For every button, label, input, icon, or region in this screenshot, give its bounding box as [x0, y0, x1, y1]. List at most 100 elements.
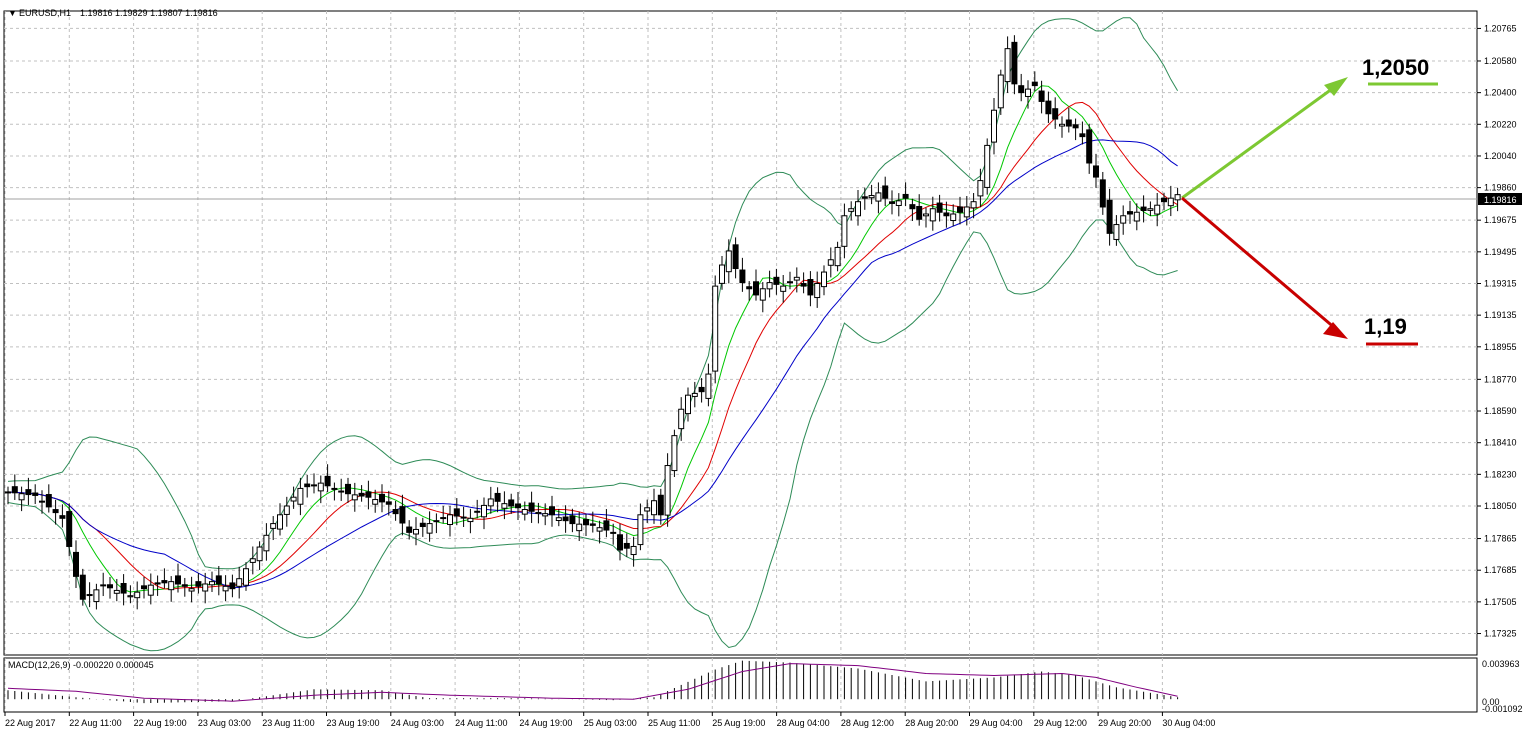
candle-body [528, 502, 535, 512]
candle-body [1174, 194, 1181, 201]
price-tick-label: 1.18955 [1484, 342, 1517, 352]
up-target-label: 1,2050 [1362, 55, 1429, 80]
candle-body [413, 528, 419, 535]
candle-body [1099, 179, 1106, 208]
candle-body [263, 534, 270, 552]
candle-body [909, 204, 916, 210]
candle-body [868, 195, 875, 199]
candle-body [623, 542, 630, 549]
candle-body [664, 465, 671, 516]
candle-body [385, 501, 392, 505]
candle-body [18, 493, 25, 501]
candle-body [977, 180, 984, 197]
time-tick-label: 25 Aug 19:00 [712, 718, 765, 728]
chart-header-arrow[interactable]: ▼ [8, 8, 17, 18]
candle-body [848, 208, 855, 212]
candle-body [916, 205, 923, 220]
candle-body [671, 435, 678, 472]
candle-body [637, 514, 644, 546]
candle-body [1093, 165, 1099, 178]
candle-body [161, 580, 168, 584]
candle-body [963, 206, 970, 218]
time-tick-label: 22 Aug 11:00 [69, 718, 121, 728]
time-tick-label: 28 Aug 12:00 [841, 718, 894, 728]
time-tick-label: 25 Aug 11:00 [648, 718, 700, 728]
candle-body [1161, 197, 1167, 203]
candle-body [1004, 48, 1011, 83]
price-tick-label: 1.18050 [1484, 501, 1517, 511]
candle-body [59, 515, 66, 519]
price-tick-label: 1.20220 [1484, 119, 1517, 129]
candle-body [351, 494, 358, 501]
candle-body [127, 595, 134, 598]
candle-body [215, 575, 222, 585]
candlesticks [5, 35, 1181, 610]
time-tick-label: 29 Aug 20:00 [1098, 718, 1151, 728]
candle-body [555, 517, 562, 522]
macd-signal-line [7, 663, 1178, 702]
candle-body [814, 282, 821, 299]
candle-body [1045, 100, 1052, 115]
candle-body [460, 516, 467, 519]
candle-body [746, 286, 753, 290]
price-tick-label: 1.20765 [1484, 23, 1517, 33]
candle-body [392, 509, 399, 515]
price-tick-label: 1.20580 [1484, 56, 1517, 66]
price-tick-label: 1.17865 [1484, 534, 1517, 544]
candle-body [358, 492, 365, 497]
candle-body [1079, 133, 1086, 138]
time-tick-label: 22 Aug 2017 [5, 718, 56, 728]
price-tick-label: 1.17685 [1484, 565, 1517, 575]
candle-body [447, 514, 453, 526]
time-tick-label: 24 Aug 11:00 [455, 718, 507, 728]
candle-body [209, 581, 215, 586]
time-tick-label: 25 Aug 03:00 [584, 718, 637, 728]
candle-body [515, 503, 521, 509]
price-tick-label: 1.18230 [1484, 469, 1517, 479]
candle-body [739, 269, 746, 284]
candle-body [66, 511, 73, 547]
time-tick-label: 28 Aug 20:00 [905, 718, 958, 728]
candle-body [780, 285, 787, 292]
candle-body [678, 408, 685, 430]
candle-body [1113, 224, 1120, 240]
candle-body [324, 475, 331, 487]
time-tick-label: 23 Aug 11:00 [262, 718, 314, 728]
candle-body [508, 499, 515, 507]
candle-body [1147, 208, 1154, 211]
candle-body [936, 202, 943, 213]
macd-tick-top: 0.003963 [1482, 659, 1520, 669]
candle-body [25, 489, 32, 496]
candle-body [1140, 206, 1147, 211]
candle-body [379, 493, 385, 503]
candle-body [1127, 211, 1133, 215]
candle-body [889, 201, 895, 204]
candle-body [991, 109, 997, 143]
candle-body [290, 496, 297, 502]
time-tick-label: 22 Aug 19:00 [134, 718, 187, 728]
candle-body [100, 584, 107, 587]
macd-frame [3, 657, 1478, 713]
candle-body [787, 281, 793, 284]
chart-symbol: EURUSD,H1 [19, 8, 71, 18]
candle-body [644, 507, 651, 512]
candle-body [834, 246, 841, 267]
price-tick-label: 1.20400 [1484, 88, 1517, 98]
candle-body [141, 585, 147, 590]
time-tick-label: 23 Aug 03:00 [198, 718, 251, 728]
candle-body [997, 74, 1004, 109]
candle-body [222, 585, 229, 592]
candle-body [569, 515, 576, 525]
main-plot-frame [3, 10, 1478, 656]
candle-body [481, 504, 487, 518]
candle-body [1059, 123, 1065, 127]
candle-body [256, 546, 263, 562]
candle-body [5, 491, 11, 494]
candle-body [712, 285, 719, 372]
price-tick-label: 1.19495 [1484, 247, 1517, 257]
candle-body [372, 499, 379, 505]
candle-body [651, 500, 657, 516]
candle-body [32, 492, 39, 496]
chart-ohlc: 1.19816 1.19829 1.19807 1.19816 [80, 8, 218, 18]
price-tick-label: 1.18410 [1484, 438, 1517, 448]
